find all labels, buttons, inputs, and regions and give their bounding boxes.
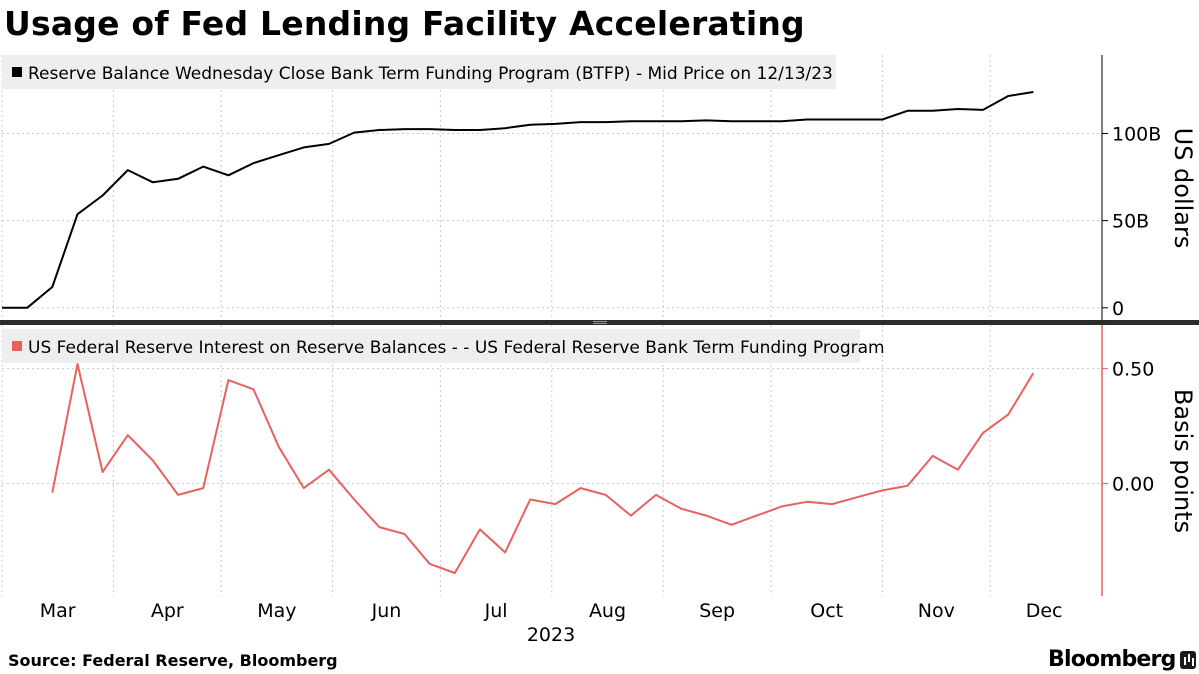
bottom-y-ticks: 0.00 0.50 (1102, 359, 1154, 495)
bottom-legend-label: US Federal Reserve Interest on Reserve B… (28, 338, 885, 358)
y-tick-label: 0.00 (1112, 473, 1154, 495)
chart-title: Usage of Fed Lending Facility Accelerati… (4, 4, 805, 43)
y-tick-label: 50B (1112, 211, 1149, 233)
x-tick-label: Apr (151, 600, 184, 622)
bottom-legend-box (2, 329, 860, 363)
x-tick-label: Oct (810, 600, 843, 622)
x-tick-label: Dec (1026, 600, 1063, 622)
x-tick-label: Jul (484, 600, 508, 622)
y-tick-label: 0.50 (1112, 359, 1154, 381)
top-y-ticks: 0 50B 100B (1102, 123, 1161, 320)
bloomberg-logo: Bloomberg (1048, 647, 1176, 672)
source-note: Source: Federal Reserve, Bloomberg (8, 651, 338, 670)
interest-spread-line (51, 363, 1035, 574)
x-axis-labels: Mar Apr May Jun Jul Aug Sep Oct Nov Dec (40, 600, 1063, 622)
divider-grip-icon (593, 321, 607, 322)
divider-grip-icon (593, 323, 607, 324)
x-tick-label: Nov (918, 600, 955, 622)
y-tick-label: 0 (1112, 298, 1124, 320)
top-legend-label: Reserve Balance Wednesday Close Bank Ter… (28, 64, 833, 84)
x-tick-label: Jun (371, 600, 402, 622)
bottom-legend-swatch (12, 341, 22, 351)
btfp-balance-line (2, 91, 1034, 309)
x-tick-label: Mar (40, 600, 76, 622)
top-y-axis-title: US dollars (1169, 128, 1197, 249)
y-tick-label: 100B (1112, 123, 1161, 145)
panel-divider[interactable] (0, 320, 1199, 325)
bottom-y-axis-title: Basis points (1169, 389, 1197, 533)
bottom-panel-grid (1, 325, 1102, 596)
top-legend-swatch (12, 67, 22, 77)
x-tick-label: May (257, 600, 296, 622)
top-legend-box (2, 55, 836, 89)
top-panel-grid (1, 55, 1102, 320)
x-axis-year: 2023 (527, 624, 575, 646)
x-tick-label: Sep (699, 600, 735, 622)
bloomberg-terminal-icon (1180, 651, 1196, 669)
x-tick-label: Aug (589, 600, 626, 622)
